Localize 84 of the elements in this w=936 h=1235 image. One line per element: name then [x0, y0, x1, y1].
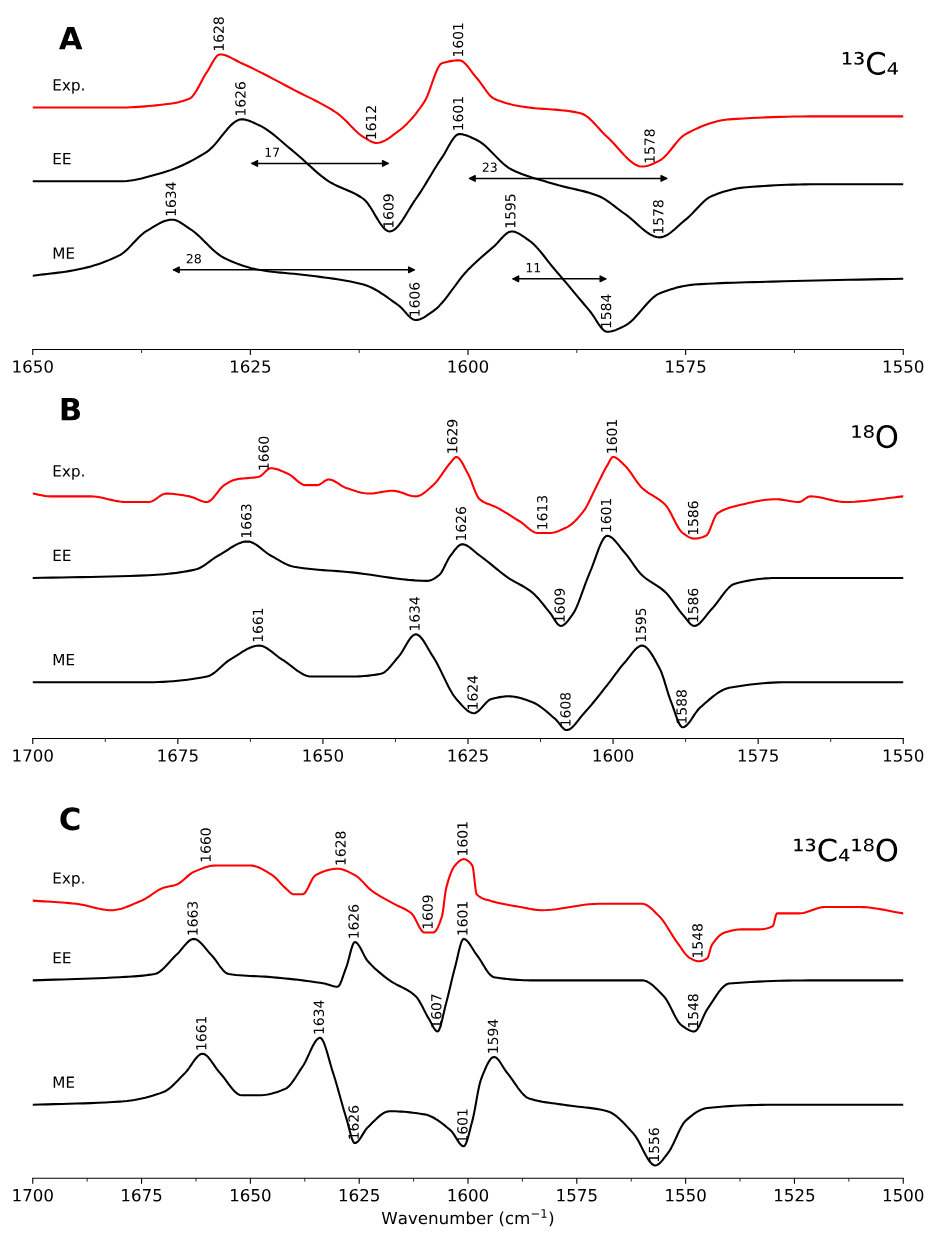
- x-tick-label: 1625: [339, 1188, 379, 1202]
- annotation: 1628: [335, 831, 346, 865]
- x-tick-label: 1675: [122, 1188, 162, 1202]
- annotation: 1578: [653, 200, 664, 234]
- series-label: EE: [53, 549, 71, 561]
- annotation: 1626: [348, 1105, 359, 1139]
- x-tick-label: 1500: [883, 1188, 924, 1202]
- annotation: 11: [526, 263, 541, 273]
- annotation: 1548: [692, 924, 703, 957]
- series-label: Exp.: [53, 79, 84, 94]
- annotation: 1586: [687, 501, 699, 535]
- annotation: 1661: [252, 608, 264, 642]
- series-label: ME: [53, 654, 75, 666]
- annotation: 1661: [196, 1016, 207, 1050]
- annotation: 1578: [644, 129, 655, 163]
- series-label: Exp.: [53, 872, 84, 887]
- annotation: 1626: [455, 506, 467, 540]
- x-axis-title: Wavenumber (cm$^{−1}$): [381, 1209, 554, 1227]
- x-tick-label: 1600: [448, 360, 489, 373]
- x-tick-label: 1625: [448, 749, 488, 762]
- x-tick-label: 1600: [593, 749, 634, 762]
- x-tick-label: 1525: [775, 1188, 815, 1202]
- x-tick-label: 1675: [158, 749, 198, 762]
- x-tick-label: 1650: [231, 1188, 271, 1202]
- annotation: 1601: [457, 902, 468, 935]
- annotation: 1663: [241, 504, 252, 538]
- annotation: 1601: [600, 498, 612, 532]
- annotation: 1556: [648, 1128, 660, 1162]
- x-tick-label: 1550: [666, 1188, 706, 1202]
- annotation: 1586: [687, 588, 699, 622]
- annotation: 1613: [536, 495, 548, 529]
- annotation: 1601: [452, 23, 464, 57]
- annotation: 1634: [165, 182, 177, 216]
- annotation: ¹³C₄: [842, 51, 898, 75]
- x-tick-label: 1550: [883, 360, 924, 373]
- annotation: 1608: [560, 692, 571, 726]
- annotation: 1606: [409, 282, 420, 316]
- chart-title: C: [60, 807, 80, 831]
- annotation: 1609: [383, 194, 394, 228]
- x-tick-label: 1700: [13, 749, 53, 762]
- x-tick-label: 1650: [13, 360, 53, 373]
- x-tick-label: 1575: [666, 360, 706, 373]
- series-label: Exp.: [53, 465, 84, 480]
- annotation: 1548: [687, 994, 699, 1028]
- annotation: 1609: [422, 895, 433, 929]
- annotation: 1609: [554, 588, 565, 622]
- x-tick-label: 1650: [303, 749, 344, 762]
- annotation: 28: [186, 253, 201, 264]
- annotation: 1601: [457, 1109, 468, 1142]
- x-tick-label: 1575: [557, 1189, 597, 1202]
- annotation: 1601: [452, 97, 464, 130]
- annotation: 1626: [348, 904, 359, 938]
- annotation: 1629: [447, 419, 458, 453]
- series-label: EE: [53, 952, 71, 964]
- x-tick-label: 1550: [883, 749, 924, 762]
- series-label: ME: [53, 1076, 75, 1088]
- annotation: 1626: [235, 82, 246, 116]
- annotation: 1624: [467, 675, 478, 709]
- x-tick-label: 1700: [13, 1188, 53, 1202]
- annotation: 1634: [313, 1000, 325, 1034]
- annotation: 1588: [676, 690, 687, 723]
- annotation: 23: [482, 162, 497, 173]
- x-tick-label: 1600: [448, 1188, 489, 1202]
- annotation: 1595: [505, 194, 516, 228]
- chart-title: A: [59, 27, 83, 50]
- annotation: 1601: [457, 822, 468, 855]
- text: ¹⁸O: [852, 425, 898, 449]
- annotation: 17: [265, 147, 280, 157]
- series-label: EE: [53, 153, 71, 165]
- annotation: 1660: [258, 436, 269, 470]
- chart-title: B: [61, 398, 81, 421]
- annotation: 1663: [187, 901, 198, 935]
- annotation: 1628: [213, 17, 224, 51]
- annotation: 1584: [600, 294, 612, 328]
- annotation: 1634: [409, 597, 420, 631]
- annotation: 1612: [365, 106, 377, 139]
- annotation: 1601: [606, 420, 618, 453]
- annotation: 1660: [200, 828, 211, 862]
- annotation: 1595: [635, 608, 647, 642]
- annotation: 1594: [487, 1019, 499, 1053]
- series-label: ME: [53, 247, 75, 259]
- x-tick-label: 1575: [738, 749, 778, 762]
- annotation: ¹³C₄¹⁸O: [794, 838, 898, 862]
- x-tick-label: 1625: [231, 360, 271, 373]
